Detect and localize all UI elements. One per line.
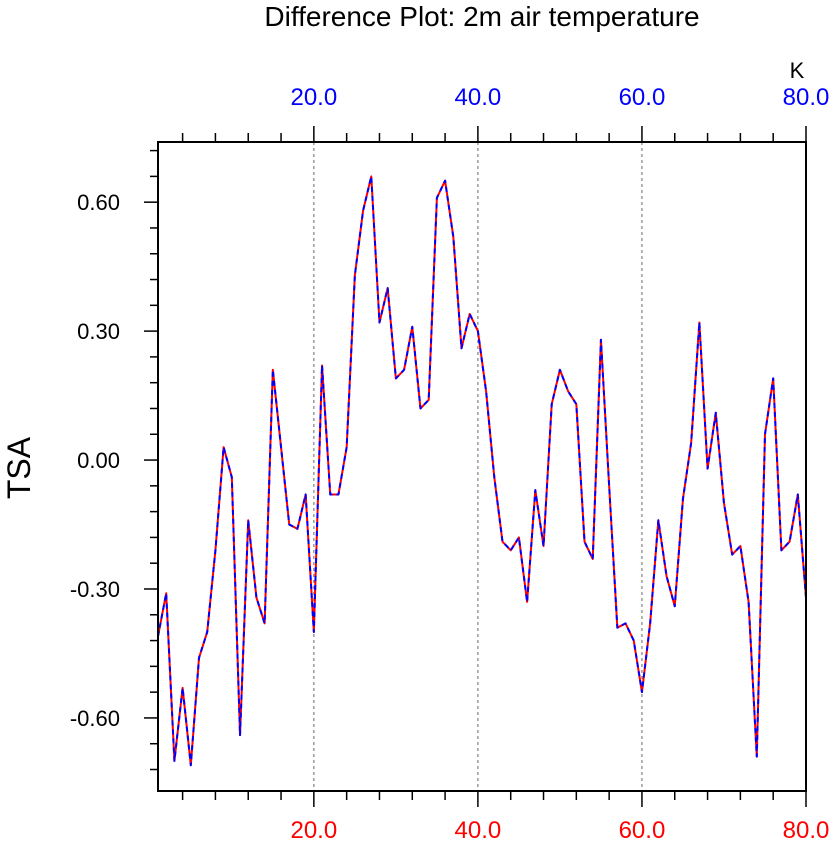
x-tick-label-top: 60.0 — [619, 84, 666, 111]
y-tick-label: -0.60 — [70, 706, 120, 731]
series-line-1 — [157, 175, 807, 767]
units-label: K — [790, 58, 805, 83]
x-tick-label-bottom: 20.0 — [290, 817, 337, 844]
x-tick-labels-top: 20.0 40.0 60.0 80.0 — [290, 84, 829, 111]
y-tick-labels: -0.60 -0.30 0.00 0.30 0.60 — [70, 190, 120, 731]
y-tick-label: -0.30 — [70, 577, 120, 602]
series-line-2 — [157, 175, 807, 767]
plot-frame — [157, 141, 807, 792]
y-tick-label: 0.30 — [77, 319, 120, 344]
x-tick-labels-bottom: 20.0 40.0 60.0 80.0 — [290, 817, 829, 844]
x-tick-label-top: 40.0 — [455, 84, 502, 111]
y-tick-label: 0.60 — [77, 190, 120, 215]
series-lines — [157, 175, 807, 767]
x-tick-label-top: 20.0 — [290, 84, 337, 111]
y-axis-label: TSA — [1, 436, 37, 499]
x-tick-label-bottom: 80.0 — [783, 817, 830, 844]
chart-title: Difference Plot: 2m air temperature — [264, 1, 699, 32]
axis-ticks — [144, 126, 807, 807]
y-tick-label: 0.00 — [77, 448, 120, 473]
x-tick-label-bottom: 40.0 — [455, 817, 502, 844]
x-tick-label-top: 80.0 — [783, 84, 830, 111]
grid-lines — [313, 142, 643, 791]
x-tick-label-bottom: 60.0 — [619, 817, 666, 844]
